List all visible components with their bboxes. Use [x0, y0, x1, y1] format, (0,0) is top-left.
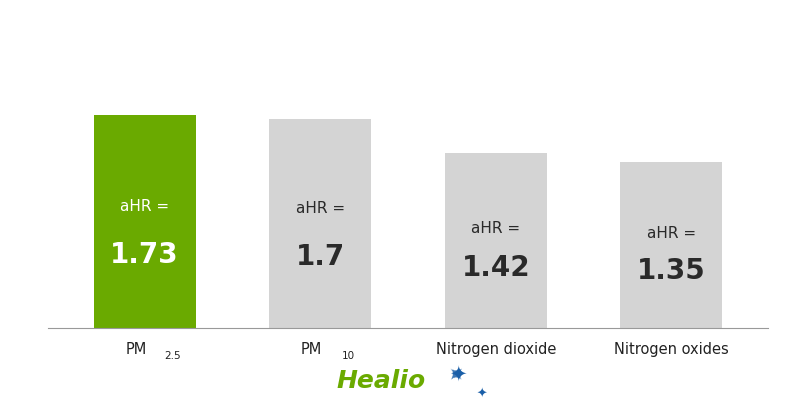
Text: aHR =: aHR = — [120, 199, 169, 214]
Text: 1.7: 1.7 — [295, 242, 345, 270]
Text: 1.42: 1.42 — [462, 254, 530, 282]
Text: ✦: ✦ — [476, 388, 487, 401]
Bar — [621, 162, 722, 328]
Bar — [445, 153, 546, 328]
Text: 10: 10 — [342, 351, 355, 361]
Text: aHR =: aHR = — [647, 226, 696, 241]
Text: 2.5: 2.5 — [164, 351, 181, 361]
Bar — [270, 118, 371, 328]
Text: Healio: Healio — [336, 369, 426, 393]
Text: Adjusted risk for PH per IQR increase of air pollutant exposure:: Adjusted risk for PH per IQR increase of… — [18, 26, 659, 44]
Text: PM: PM — [301, 342, 322, 357]
Text: aHR =: aHR = — [471, 220, 520, 236]
Text: ✦: ✦ — [444, 362, 471, 389]
Bar — [94, 115, 195, 328]
Text: 1.35: 1.35 — [637, 257, 706, 285]
Text: Nitrogen dioxide: Nitrogen dioxide — [436, 342, 556, 357]
Text: ✦: ✦ — [449, 365, 466, 386]
Text: 1.73: 1.73 — [110, 241, 179, 269]
Text: PM: PM — [125, 342, 146, 357]
Text: aHR =: aHR = — [296, 201, 345, 216]
Text: Nitrogen oxides: Nitrogen oxides — [614, 342, 729, 357]
